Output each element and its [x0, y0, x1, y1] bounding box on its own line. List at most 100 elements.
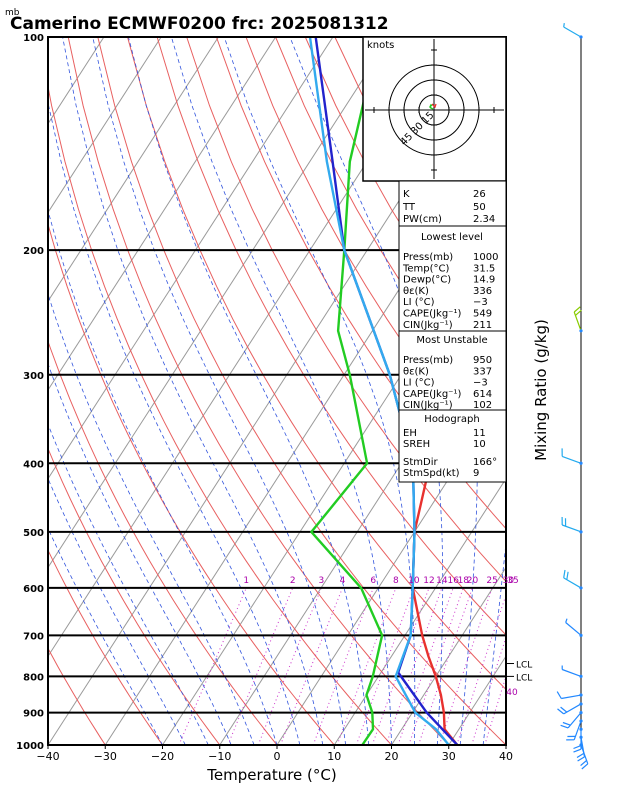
mixing-ratio-label: 6: [370, 576, 376, 586]
index-label: CIN(Jkg⁻¹): [403, 400, 453, 411]
temperature-tick-label: −30: [94, 750, 117, 763]
wind-barb-origin: [579, 727, 583, 731]
wind-barb-flag: [580, 759, 587, 767]
pressure-tick-label: 600: [23, 584, 44, 595]
wind-barb: [561, 455, 582, 464]
isotherm-line: [391, 566, 506, 745]
wind-barb-flag: [562, 721, 571, 726]
isotherm-line: [162, 211, 506, 745]
index-value: 549: [473, 309, 492, 320]
mixing-ratio-line: [178, 587, 247, 745]
wind-barb-flag: [560, 724, 569, 729]
dry-adiabat-line: [48, 647, 106, 745]
wind-barb: [561, 694, 582, 700]
isotherm-line: [48, 37, 334, 480]
lcl-label: LCL: [516, 661, 532, 671]
parcel_most_unstable-line: [308, 37, 450, 745]
index-value: 2.34: [473, 214, 495, 225]
isotherm-line: [505, 744, 506, 745]
pressure-axis: 100 200 300 400 500 600 700 800 900 1000: [16, 33, 44, 752]
wind-barb-flag: [566, 571, 569, 580]
isotherm-line: [48, 37, 105, 125]
isotherm-line: [48, 37, 219, 303]
index-label: CAPE(Jkg⁻¹): [403, 309, 461, 320]
isotherm-line: [48, 37, 391, 569]
index-value: 166°: [473, 457, 497, 468]
moist-adiabat-line: [62, 37, 324, 745]
pressure-tick-label: 500: [23, 528, 44, 539]
index-value: 31.5: [473, 263, 495, 274]
index-label: Press(mb): [403, 252, 453, 263]
wind-barb-flag: [577, 756, 585, 762]
dry-adiabat-line: [48, 339, 278, 745]
index-label: Temp(°C): [402, 263, 450, 274]
wind-barb-flag: [573, 748, 582, 753]
wind-barb-origin: [579, 586, 583, 590]
moist-adiabat-line: [48, 477, 186, 745]
wind-barb: [563, 26, 582, 38]
mixing-ratio-label: 4: [340, 576, 346, 586]
wind-barb-origin: [579, 633, 583, 637]
mixing-ratio-label: 10: [408, 576, 420, 586]
storm-motion-marker: [431, 103, 437, 109]
dry-adiabat-line: [215, 37, 506, 530]
index-label: LI (°C): [403, 378, 435, 389]
section-header: Hodograph: [424, 414, 479, 425]
moist-adiabat-line: [128, 37, 369, 745]
right-axis-label: Mixing Ratio (g/kg): [532, 319, 550, 461]
pressure-tick-label: 400: [23, 459, 44, 470]
moist-adiabat-line: [48, 527, 163, 745]
background-lines: [48, 37, 618, 745]
mixing-ratio-label: 18: [458, 576, 470, 586]
index-label: LI (°C): [403, 297, 435, 308]
index-label: K: [403, 189, 410, 200]
index-value: 336: [473, 286, 492, 297]
wind-barb-origin: [579, 674, 583, 678]
temperature-tick-label: 40: [499, 750, 513, 763]
index-value: 102: [473, 400, 492, 411]
dry-adiabat-line: [48, 83, 392, 745]
wind-barb-column: [556, 23, 589, 770]
profile-curves: [308, 37, 506, 745]
dry-adiabat-line: [97, 37, 506, 745]
index-label: Press(mb): [403, 355, 453, 366]
dry-adiabat-line: [156, 37, 506, 636]
index-value: 9: [473, 468, 479, 479]
wind-barb-flag: [563, 569, 566, 578]
mixing-ratio-label: 1: [243, 576, 249, 586]
wind-barb-origin: [579, 329, 583, 333]
temperature-tick-label: 10: [327, 750, 341, 763]
moist-adiabat-line: [48, 293, 255, 745]
pressure-tick-label: 200: [23, 246, 44, 257]
mixing-ratio-label: 30: [503, 576, 515, 586]
pressure-tick-label: 300: [23, 371, 44, 382]
index-label: TT: [402, 202, 416, 213]
temperature-tick-label: 0: [274, 750, 281, 763]
wind-barb-flag: [581, 763, 589, 770]
wind-barb-origin: [579, 530, 583, 534]
index-value: 11: [473, 428, 486, 439]
index-value: 50: [473, 202, 486, 213]
mixing-ratio-label: 35: [507, 576, 518, 586]
wind-barb-origin: [579, 35, 583, 39]
dry-adiabat-line: [67, 37, 450, 745]
moist-adiabat-line: [472, 37, 506, 745]
wind-barb: [565, 622, 582, 636]
pressure-unit-label: mb: [5, 8, 20, 18]
mixing-ratio-label: 20: [467, 576, 479, 586]
mixing-ratio-label: 2: [290, 576, 296, 586]
wind-barb-flag: [557, 708, 565, 715]
mixing-ratio-label: 40: [506, 688, 518, 698]
hodograph-trace: [429, 103, 434, 110]
index-label: PW(cm): [403, 214, 442, 225]
moist-adiabat-line: [171, 37, 392, 745]
temperature-tick-label: −20: [151, 750, 174, 763]
dry-adiabat-line: [572, 37, 618, 745]
mixing-ratio-label: 25: [486, 576, 497, 586]
index-value: 950: [473, 355, 492, 366]
isotherm-line: [48, 37, 162, 214]
dry-adiabat-line: [186, 37, 506, 583]
